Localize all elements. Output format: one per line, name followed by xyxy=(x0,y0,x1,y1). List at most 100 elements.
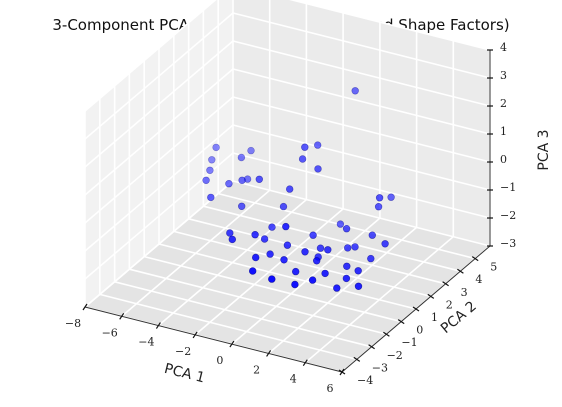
data-point xyxy=(238,202,246,211)
y-tick xyxy=(338,369,346,375)
data-point xyxy=(324,246,332,254)
x-tick-label: −6 xyxy=(102,326,118,339)
data-point xyxy=(251,231,259,239)
y-tick xyxy=(427,293,435,299)
data-point xyxy=(252,253,260,262)
grid-line xyxy=(173,230,431,298)
grid-line xyxy=(84,152,234,280)
y-tick xyxy=(368,344,375,350)
data-point xyxy=(207,193,215,202)
data-point xyxy=(314,165,322,173)
grid-line xyxy=(232,152,491,219)
axis-panes xyxy=(85,0,490,372)
y-tick xyxy=(442,281,449,287)
x-tick-label: 6 xyxy=(327,382,334,395)
data-point xyxy=(344,244,352,252)
grid-line xyxy=(84,68,234,196)
y-tick-label: −1 xyxy=(401,336,417,349)
grid-line xyxy=(129,268,387,335)
x-tick xyxy=(266,350,272,357)
data-point xyxy=(374,203,383,211)
grid-line xyxy=(84,124,234,252)
data-point xyxy=(316,244,325,252)
data-point xyxy=(351,243,359,251)
y-tick-label: 4 xyxy=(475,273,482,286)
x-tick xyxy=(192,331,198,339)
data-point xyxy=(247,146,255,155)
z-tick-label: 2 xyxy=(500,97,507,110)
y-tick-label: 3 xyxy=(461,286,468,299)
grid-line xyxy=(144,255,402,323)
x-tick xyxy=(229,340,235,348)
grid-line xyxy=(232,124,491,191)
data-point xyxy=(298,155,307,163)
grid-line xyxy=(84,0,217,112)
data-point xyxy=(301,248,309,256)
data-point xyxy=(336,220,345,228)
data-point xyxy=(225,180,233,188)
data-point xyxy=(309,231,317,239)
x-tick xyxy=(302,359,308,367)
data-point xyxy=(255,175,263,184)
y-tick-label: −2 xyxy=(387,349,403,362)
data-point xyxy=(342,274,351,283)
grid-line xyxy=(232,40,491,107)
z-tick-label: −1 xyxy=(500,181,516,194)
data-point xyxy=(286,185,294,193)
x-axis-line xyxy=(84,306,343,373)
data-point xyxy=(226,229,234,237)
data-point xyxy=(291,280,299,289)
data-point xyxy=(202,176,210,185)
data-point xyxy=(283,241,292,249)
x-tick-label: 2 xyxy=(253,363,260,376)
z-tick-label: 4 xyxy=(500,41,507,54)
data-point xyxy=(343,262,351,270)
grid-line xyxy=(114,281,372,348)
data-point xyxy=(280,256,288,264)
y-tick-label: 5 xyxy=(490,261,497,274)
data-point xyxy=(268,275,276,283)
grid-line xyxy=(84,40,234,168)
tick-marks xyxy=(82,49,493,376)
y-tick xyxy=(383,331,390,337)
data-point xyxy=(268,223,276,231)
y-axis-label: PCA 2 xyxy=(438,298,480,337)
data-point xyxy=(342,225,351,233)
x-tick xyxy=(119,312,125,320)
data-point xyxy=(266,250,274,258)
grid-line xyxy=(232,96,491,163)
y-tick-label: −3 xyxy=(372,361,388,374)
data-point xyxy=(237,153,246,162)
x-tick-label: 4 xyxy=(290,373,297,386)
data-point xyxy=(314,141,322,149)
data-point xyxy=(368,231,376,239)
data-point xyxy=(282,222,290,231)
grid-line xyxy=(84,12,234,140)
x-tick xyxy=(155,322,161,329)
data-points xyxy=(202,87,395,292)
x-axis-label: PCA 1 xyxy=(163,361,207,386)
z-axis-label: PCA 3 xyxy=(536,129,552,170)
data-point xyxy=(208,156,216,164)
y-tick-label: −4 xyxy=(357,374,373,387)
data-point xyxy=(354,267,362,275)
data-point xyxy=(238,176,246,185)
data-point xyxy=(354,282,363,290)
y-tick-label: 2 xyxy=(446,298,453,311)
grid-line xyxy=(158,243,417,310)
grid-line xyxy=(232,180,491,247)
grid-line xyxy=(289,0,491,51)
grid-line xyxy=(84,96,234,224)
data-point xyxy=(308,276,317,284)
grid-line xyxy=(232,68,491,135)
y-tick xyxy=(412,306,420,312)
grid-line xyxy=(84,180,234,308)
data-point xyxy=(313,257,321,265)
y-tick xyxy=(353,356,361,362)
z-tick-label: 0 xyxy=(500,153,507,166)
y-tick xyxy=(471,256,479,262)
data-point xyxy=(301,143,309,151)
grid-line xyxy=(99,293,357,361)
x-tick-label: −4 xyxy=(138,336,154,349)
